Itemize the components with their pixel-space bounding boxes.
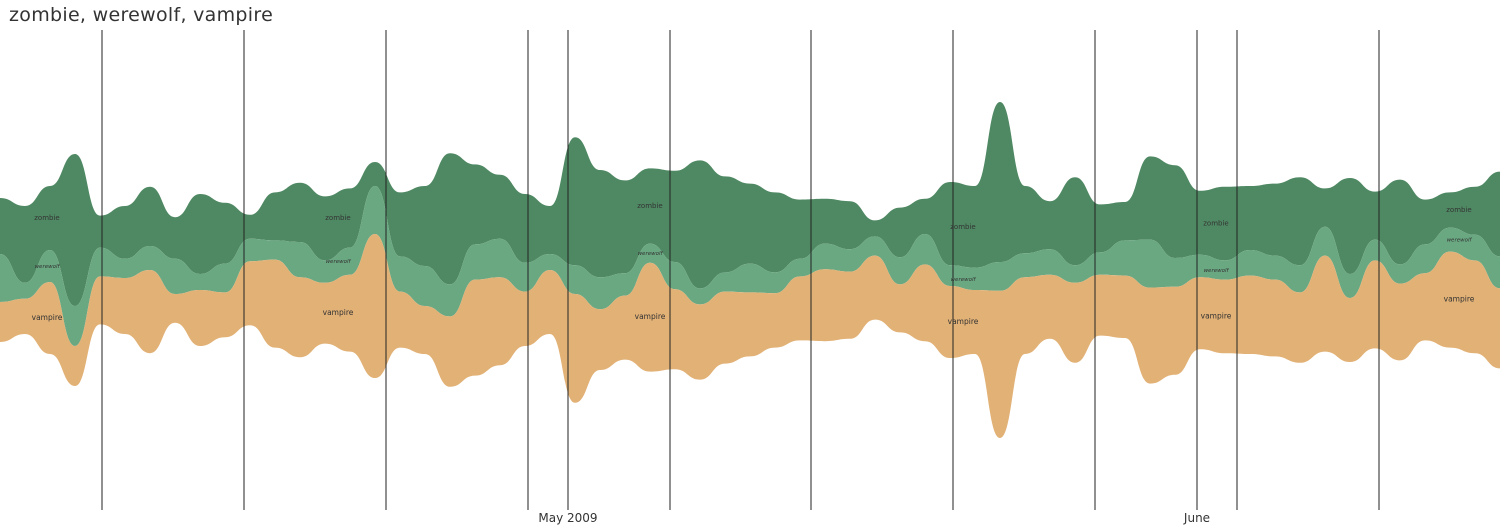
series-label-vampire-2: vampire — [635, 312, 666, 321]
series-labels: zombie zombie zombie zombie zombie zombie were… — [32, 202, 1475, 326]
stream-layer-werewolf — [0, 186, 1500, 346]
x-tick-label-may: May 2009 — [538, 511, 597, 525]
stream-layer-zombie — [0, 102, 1500, 306]
series-label-werewolf-3: werewolf — [951, 277, 977, 283]
x-tick-label-june: June — [1183, 511, 1210, 525]
series-label-zombie-3: zombie — [950, 223, 975, 231]
series-label-vampire-0: vampire — [32, 313, 63, 322]
series-label-zombie-1: zombie — [325, 214, 350, 222]
series-label-zombie-5: zombie — [1446, 206, 1471, 214]
series-label-vampire-4: vampire — [1201, 311, 1232, 320]
series-label-vampire-3: vampire — [948, 317, 979, 326]
vertical-gridlines — [101, 30, 1380, 510]
series-label-zombie-0: zombie — [34, 214, 59, 222]
stream-layer-vampire — [0, 234, 1500, 438]
x-axis: May 2009 June — [538, 511, 1210, 525]
stream-layers — [0, 102, 1500, 438]
series-label-werewolf-4: werewolf — [1204, 268, 1230, 274]
series-label-werewolf-2: werewolf — [638, 251, 664, 257]
series-label-werewolf-0: werewolf — [35, 264, 61, 270]
series-label-vampire-1: vampire — [323, 308, 354, 317]
series-label-zombie-2: zombie — [637, 202, 662, 210]
series-label-zombie-4: zombie — [1203, 220, 1228, 228]
series-label-vampire-5: vampire — [1444, 295, 1475, 304]
chart-title: zombie, werewolf, vampire — [9, 4, 274, 26]
series-label-werewolf-5: werewolf — [1447, 238, 1473, 244]
series-label-werewolf-1: werewolf — [326, 259, 352, 265]
